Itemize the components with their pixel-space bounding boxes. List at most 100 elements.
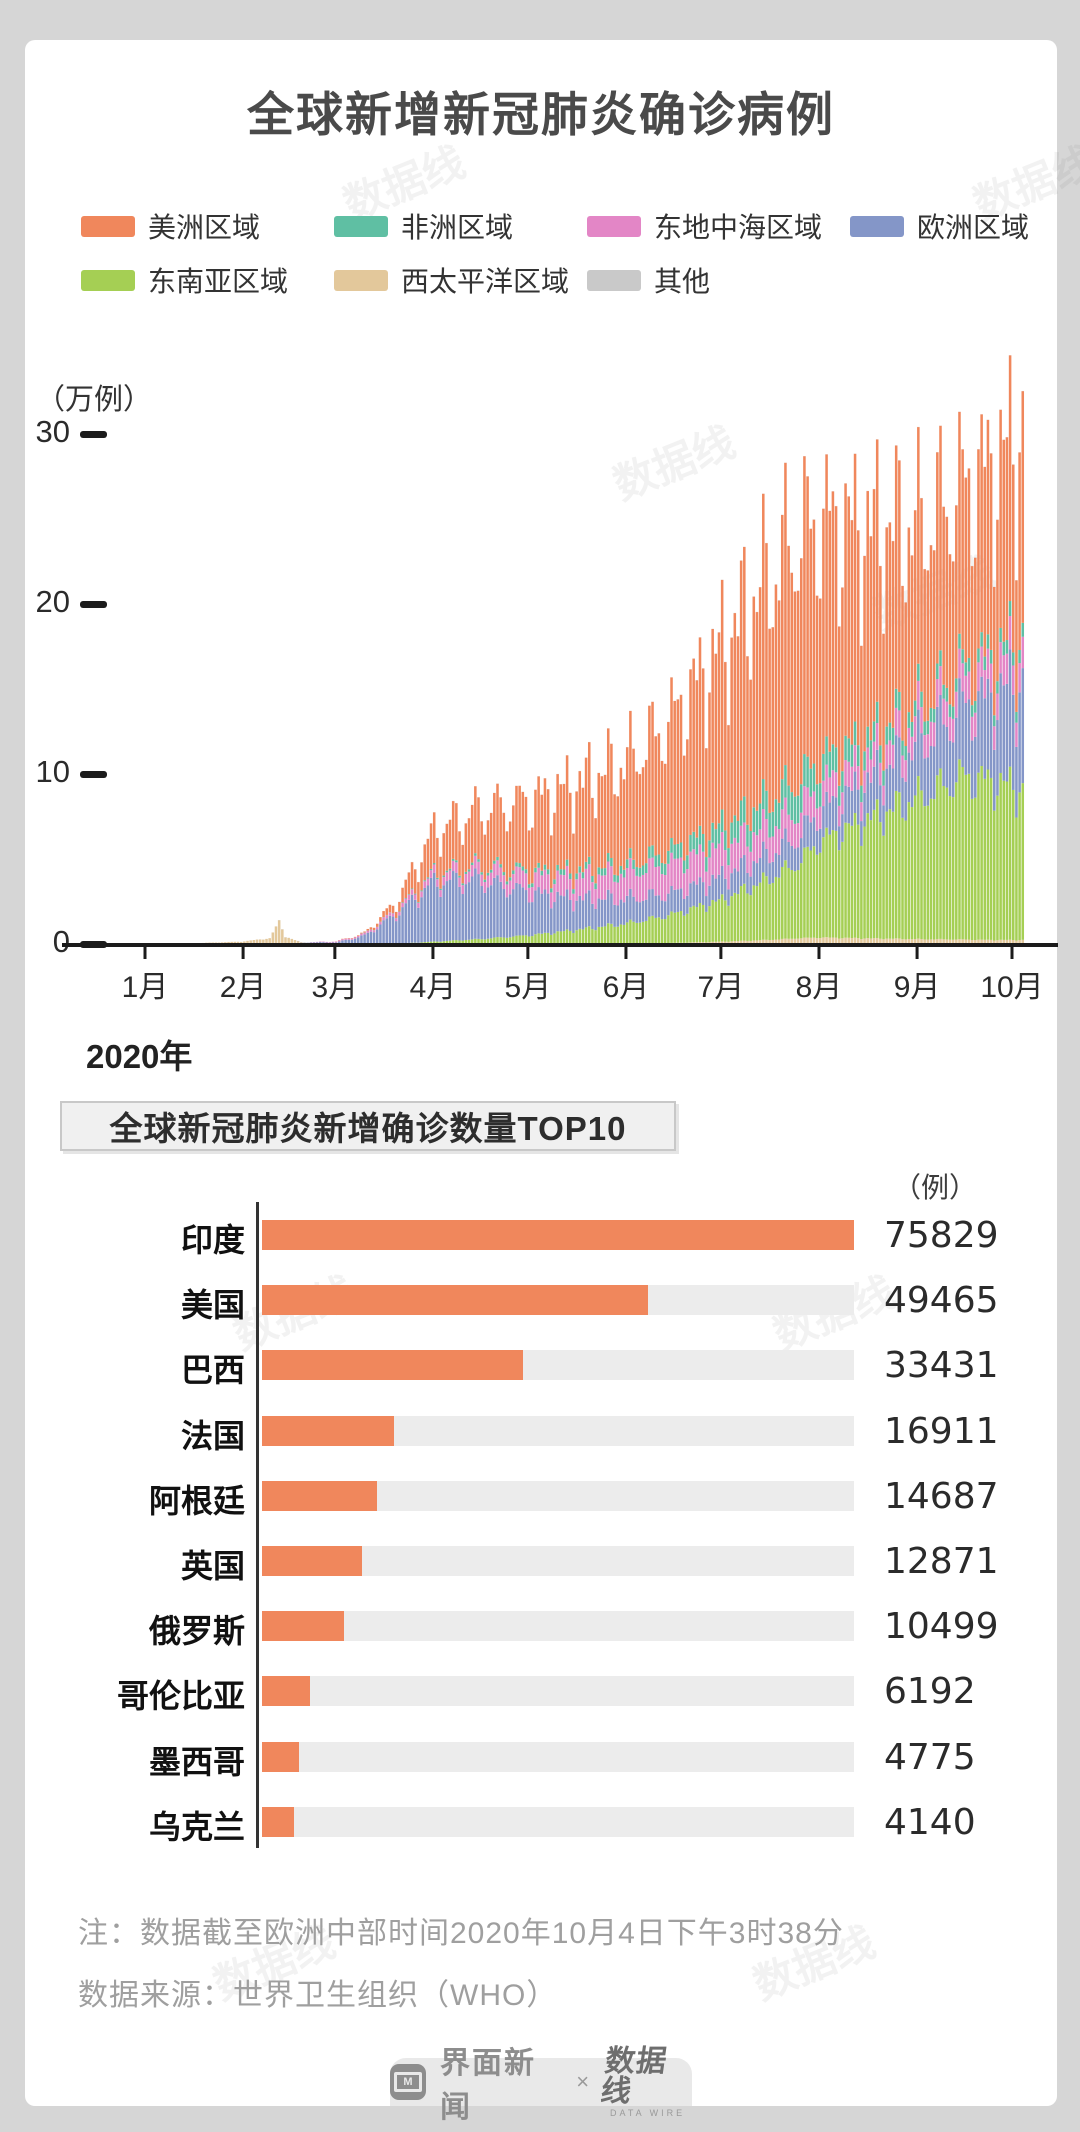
bar-segment-美洲区域 (508, 821, 512, 878)
top10-bar-track (262, 1741, 854, 1772)
bar-segment-非洲区域 (1018, 650, 1021, 664)
top10-value-label: 33431 (884, 1345, 999, 1387)
bar-segment-欧洲区域 (743, 855, 746, 884)
bar-segment-东地中海区域 (790, 820, 794, 846)
bar-segment-美洲区域 (894, 445, 898, 689)
bar-segment-非洲区域 (970, 705, 974, 717)
bar-segment-东地中海区域 (904, 760, 907, 782)
x-axis-month-label: 2月 (219, 971, 267, 1004)
bar-segment-欧洲区域 (363, 934, 366, 944)
bar-segment-东南亚区域 (635, 922, 638, 944)
bar-segment-非洲区域 (515, 862, 518, 867)
bar-segment-东地中海区域 (692, 849, 695, 882)
bar-segment-东南亚区域 (796, 870, 800, 939)
bar-segment-东地中海区域 (923, 735, 926, 759)
bar-segment-非洲区域 (550, 888, 553, 893)
bar-segment-欧洲区域 (375, 929, 379, 944)
bar-segment-欧洲区域 (347, 939, 351, 944)
bar-segment-非洲区域 (705, 857, 708, 872)
bar-segment-美洲区域 (749, 679, 752, 832)
bar-segment-东南亚区域 (768, 884, 771, 941)
bar-segment-东南亚区域 (705, 911, 708, 943)
bar-segment-美洲区域 (445, 823, 449, 871)
bar-segment-欧洲区域 (695, 884, 699, 908)
bar-segment-欧洲区域 (701, 882, 705, 905)
bar-segment-非洲区域 (663, 863, 667, 875)
bar-segment-欧洲区域 (951, 742, 955, 798)
bar-segment-东南亚区域 (597, 926, 601, 944)
bar-segment-东南亚区域 (553, 933, 556, 944)
bar-segment-欧洲区域 (445, 881, 449, 941)
bar-segment-美洲区域 (796, 590, 800, 796)
bar-segment-欧洲区域 (360, 935, 363, 944)
bar-segment-西太平洋区域 (818, 937, 822, 945)
bar-segment-美洲区域 (974, 557, 977, 701)
bar-segment-非洲区域 (958, 633, 961, 649)
x-axis-tick (526, 947, 530, 959)
bar-segment-东南亚区域 (980, 766, 983, 940)
bar-segment-西太平洋区域 (875, 937, 879, 945)
bar-segment-非洲区域 (458, 875, 461, 878)
bar-segment-欧洲区域 (379, 924, 382, 944)
bar-segment-美洲区域 (961, 449, 964, 650)
bar-segment-欧洲区域 (382, 920, 385, 944)
bar-segment-非洲区域 (648, 846, 651, 859)
bar-segment-非洲区域 (1015, 711, 1018, 723)
bar-segment-非洲区域 (980, 632, 983, 647)
bar-segment-美洲区域 (762, 493, 765, 780)
bar-segment-西太平洋区域 (872, 938, 876, 945)
bar-segment-欧洲区域 (774, 853, 778, 877)
bar-segment-西太平洋区域 (850, 937, 854, 945)
bar-segment-美洲区域 (958, 411, 961, 634)
bar-segment-欧洲区域 (708, 885, 711, 907)
bar-segment-东地中海区域 (546, 874, 550, 894)
bar-segment-非洲区域 (872, 721, 876, 742)
bar-segment-欧洲区域 (426, 885, 430, 942)
bar-segment-欧洲区域 (818, 828, 822, 853)
bar-segment-欧洲区域 (480, 886, 483, 940)
bar-segment-非洲区域 (787, 785, 790, 815)
bar-segment-欧洲区域 (831, 795, 835, 831)
bar-segment-东南亚区域 (638, 922, 642, 944)
bar-segment-美洲区域 (983, 466, 987, 657)
bar-segment-非洲区域 (818, 783, 822, 807)
bar-segment-东地中海区域 (752, 832, 756, 862)
bar-segment-非洲区域 (828, 751, 832, 778)
top10-country-label: 巴西 (180, 1352, 245, 1389)
bar-segment-非洲区域 (910, 721, 914, 737)
bar-segment-欧洲区域 (803, 815, 806, 848)
bar-segment-欧洲区域 (850, 790, 854, 826)
top10-bar (262, 1285, 648, 1316)
note-data-source: 数据来源：世界卫生组织（WHO） (78, 1979, 558, 2012)
bar-segment-非洲区域 (667, 850, 670, 864)
bar-segment-非洲区域 (635, 867, 638, 876)
bar-segment-东地中海区域 (622, 877, 626, 903)
bar-segment-东南亚区域 (733, 892, 737, 942)
bar-segment-欧洲区域 (394, 921, 398, 944)
bar-segment-东南亚区域 (717, 899, 721, 942)
bar-segment-东南亚区域 (502, 937, 506, 944)
bar-segment-东地中海区域 (527, 887, 531, 903)
bar-segment-美洲区域 (882, 633, 885, 771)
bar-segment-美洲区域 (439, 856, 442, 889)
top10-bar (262, 1741, 299, 1772)
bar-segment-东南亚区域 (537, 933, 540, 944)
bar-segment-东地中海区域 (667, 863, 670, 894)
bar-segment-西太平洋区域 (271, 932, 275, 945)
bar-segment-非洲区域 (553, 879, 556, 885)
bar-segment-欧洲区域 (872, 766, 876, 810)
bar-segment-西太平洋区域 (879, 938, 882, 945)
bar-segment-非洲区域 (904, 746, 907, 761)
bar-segment-欧洲区域 (942, 724, 945, 787)
x-axis-tick (719, 947, 723, 959)
bar-segment-欧洲区域 (898, 737, 901, 793)
bar-segment-东地中海区域 (1015, 722, 1018, 747)
bar-segment-东地中海区域 (413, 894, 417, 900)
bar-segment-西太平洋区域 (910, 939, 914, 945)
x-axis-tick (241, 947, 245, 959)
bar-segment-非洲区域 (644, 863, 648, 874)
bar-segment-东地中海区域 (768, 837, 771, 864)
bar-segment-非洲区域 (996, 681, 999, 694)
bar-segment-非洲区域 (439, 888, 442, 891)
x-axis-line (62, 943, 1058, 947)
